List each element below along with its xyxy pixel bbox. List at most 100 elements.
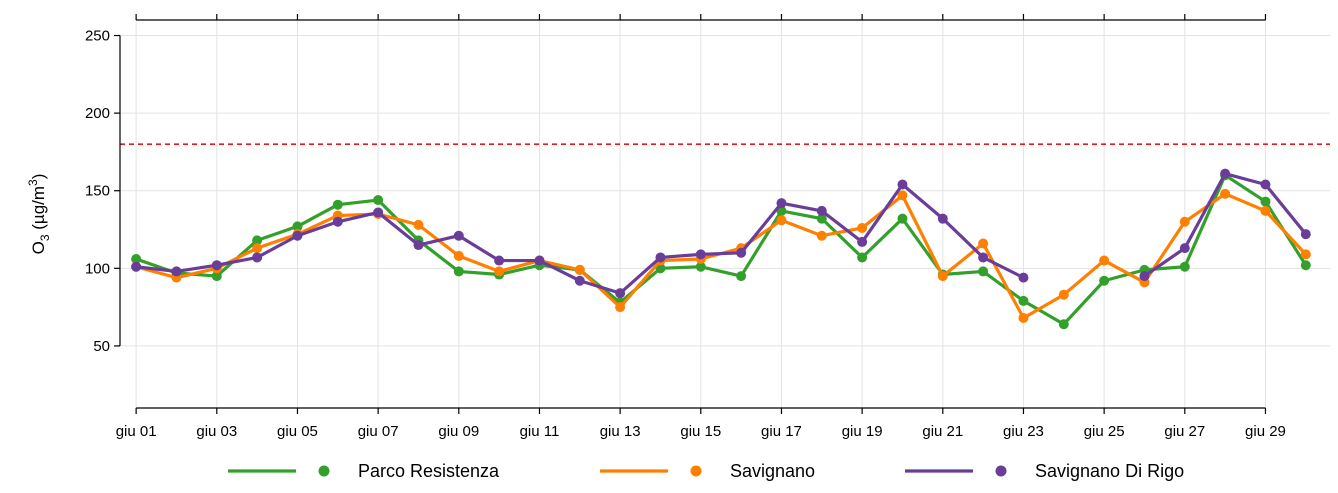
y-tick-label: 50 (93, 338, 110, 355)
data-point (1220, 188, 1231, 199)
series-1 (131, 188, 1311, 323)
data-point (1260, 179, 1271, 190)
x-tick-label: giu 13 (600, 423, 641, 440)
legend-swatch-point (318, 465, 330, 477)
series-line (134, 192, 1308, 320)
y-tick-label: 200 (85, 105, 110, 122)
x-tick-label: giu 07 (358, 423, 399, 440)
legend-swatch-point (995, 465, 1007, 477)
data-point (1220, 168, 1231, 179)
data-point (453, 230, 464, 241)
series-2 (131, 168, 1311, 299)
data-point (453, 266, 464, 277)
grid-lines (120, 20, 1330, 408)
data-point (1099, 275, 1110, 286)
y-axis-title-part: O (29, 241, 48, 254)
x-tick-label: giu 09 (438, 423, 479, 440)
data-point (937, 213, 948, 224)
data-point (615, 288, 626, 299)
data-point (574, 264, 585, 275)
data-point (1139, 271, 1150, 282)
data-point (373, 195, 384, 206)
legend-swatch-point (690, 465, 702, 477)
x-tick-label: giu 19 (842, 423, 883, 440)
data-point (695, 261, 706, 272)
data-point (615, 302, 626, 313)
data-point (1018, 312, 1029, 323)
data-point (1099, 255, 1110, 266)
data-point (131, 261, 142, 272)
data-point (1300, 260, 1311, 271)
x-tick-label: giu 21 (922, 423, 963, 440)
data-point (857, 236, 868, 247)
data-point (736, 247, 747, 258)
data-point (252, 243, 263, 254)
data-point (978, 252, 989, 263)
data-point (937, 271, 948, 282)
data-point (211, 260, 222, 271)
data-point (131, 254, 142, 265)
y-axis-title: O3 (µg/m3) (26, 174, 52, 255)
y-axis-title-part: (µg/m (29, 186, 48, 235)
x-tick-label: giu 15 (680, 423, 721, 440)
data-point (816, 205, 827, 216)
data-point (1018, 272, 1029, 283)
data-point (655, 252, 666, 263)
data-point (857, 252, 868, 263)
data-point (1300, 249, 1311, 260)
series-0 (131, 170, 1311, 330)
data-point (373, 207, 384, 218)
x-tick-label: giu 29 (1245, 423, 1286, 440)
data-point (776, 198, 787, 209)
data-point (494, 255, 505, 266)
data-point (574, 275, 585, 286)
data-point (776, 215, 787, 226)
y-axis-title-part: 3 (38, 234, 52, 241)
x-tick-label: giu 11 (520, 423, 560, 440)
data-point (736, 271, 747, 282)
legend: Parco Resistenza Savignano Savignano Di Ri… (228, 461, 1184, 481)
data-point (1260, 205, 1271, 216)
legend-label: Savignano Di Rigo (1035, 461, 1184, 481)
data-point (978, 238, 989, 249)
y-tick-label: 250 (85, 28, 110, 45)
data-point (332, 216, 343, 227)
data-point (897, 190, 908, 201)
series-layer (131, 168, 1311, 330)
data-point (292, 221, 303, 232)
x-tick-label: giu 17 (761, 423, 802, 440)
data-point (1179, 216, 1190, 227)
data-point (897, 213, 908, 224)
x-tick-label: giu 25 (1084, 423, 1125, 440)
data-point (1179, 243, 1190, 254)
series-line (134, 173, 1308, 326)
y-tick-label: 100 (85, 260, 110, 277)
x-tick-label: giu 01 (116, 423, 157, 440)
data-point (494, 266, 505, 277)
data-point (252, 235, 263, 246)
data-point (1058, 289, 1069, 300)
data-point (534, 255, 545, 266)
x-tick-label: giu 23 (1003, 423, 1044, 440)
data-point (1300, 229, 1311, 240)
data-point (413, 219, 424, 230)
y-axis-title-part: 3 (26, 179, 40, 186)
x-tick-label: giu 27 (1164, 423, 1205, 440)
y-axis-title-text: O3 (µg/m3) (26, 174, 52, 255)
y-axis-title-part: ) (29, 174, 48, 180)
legend-label: Savignano (730, 461, 815, 481)
data-point (211, 271, 222, 282)
x-tick-label: giu 03 (196, 423, 237, 440)
data-point (332, 199, 343, 210)
data-point (816, 230, 827, 241)
data-point (978, 266, 989, 277)
data-point (171, 266, 182, 277)
data-point (1058, 319, 1069, 330)
axes: giu 01 giu 03 giu 05 giu 07 giu 09 giu 11 giu … (85, 14, 1286, 440)
data-point (413, 240, 424, 251)
data-point (252, 252, 263, 263)
data-point (857, 222, 868, 233)
data-point (1179, 261, 1190, 272)
data-point (1260, 196, 1271, 207)
